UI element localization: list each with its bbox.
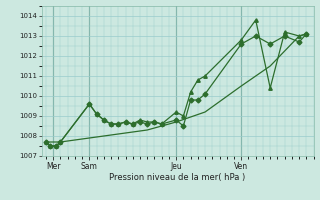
X-axis label: Pression niveau de la mer( hPa ): Pression niveau de la mer( hPa ) xyxy=(109,173,246,182)
